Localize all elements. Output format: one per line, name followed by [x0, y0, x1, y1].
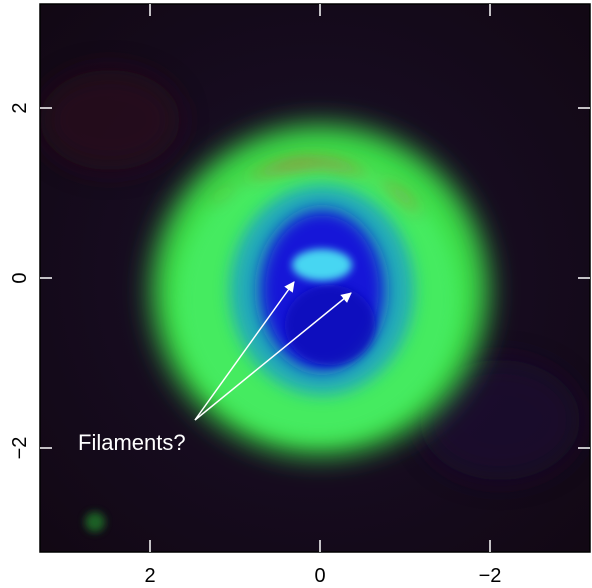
background-green-speck: [85, 512, 105, 532]
background-noise-blob: [420, 360, 580, 480]
annotation-arrow: [194, 281, 295, 421]
annotation-label: Filaments?: [78, 430, 186, 455]
y-tick-label: 2: [9, 102, 31, 113]
background-noise-blob: [40, 70, 180, 170]
filament-glow: [292, 249, 352, 281]
annotation-arrow: [194, 292, 352, 421]
x-tick-label: −2: [479, 565, 502, 587]
deep-blue-core: [285, 285, 375, 365]
y-tick-label: 0: [9, 272, 31, 283]
x-tick-label: 2: [144, 565, 155, 587]
red-top-arc: [210, 159, 420, 215]
x-tick-label: 0: [314, 565, 325, 587]
image-area: [40, 4, 590, 552]
x-axis-ticks: [149, 4, 491, 552]
y-tick-label: −2: [9, 437, 31, 460]
y-axis-ticks: [40, 107, 590, 449]
